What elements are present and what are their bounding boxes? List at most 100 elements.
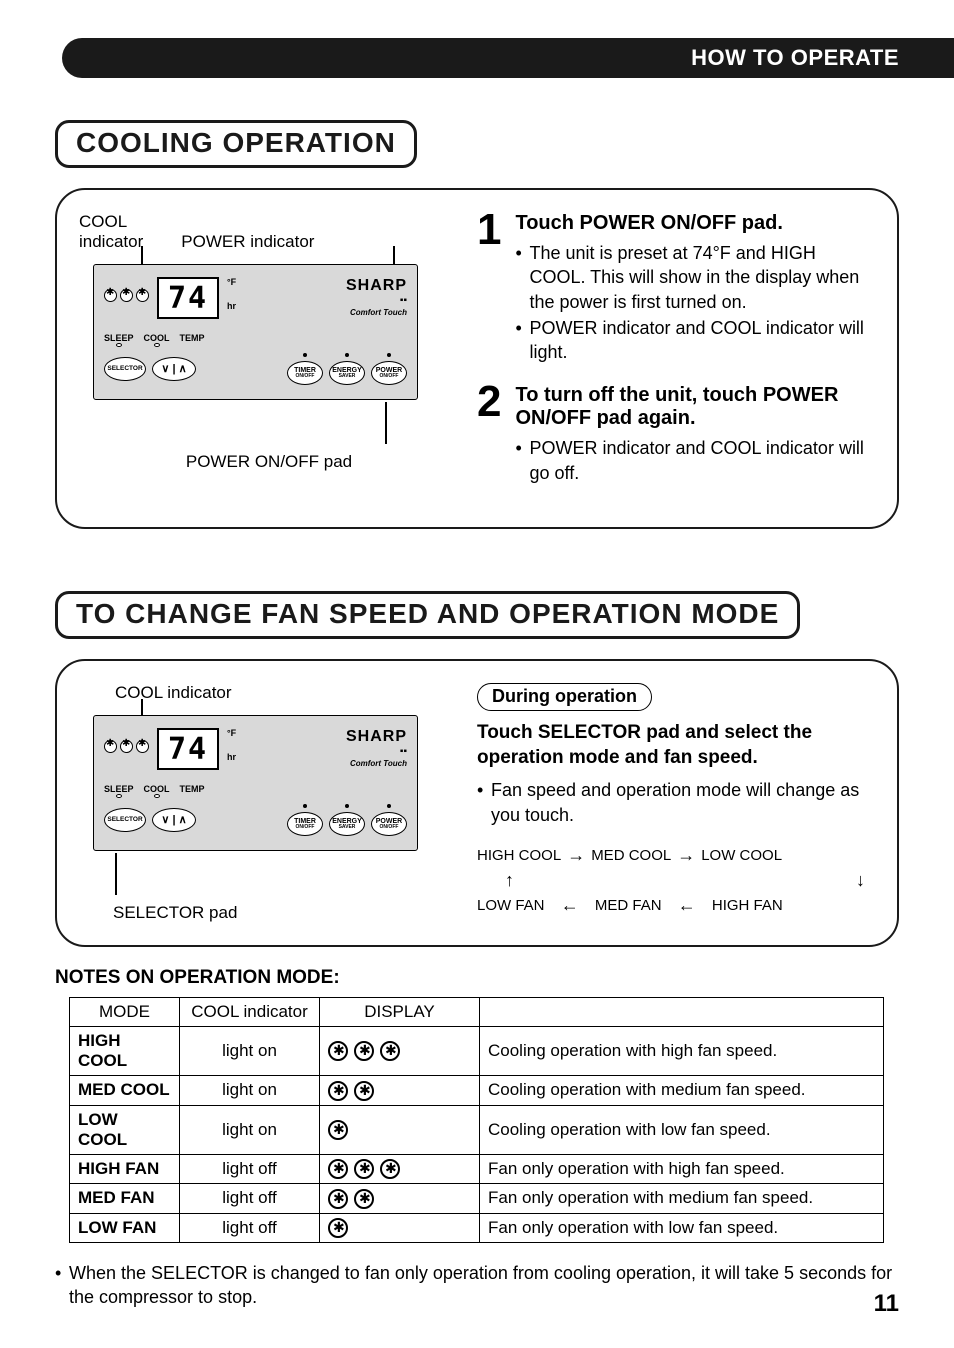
arrow-right-icon: →: [567, 845, 585, 866]
arrow-right-icon: →: [677, 845, 695, 866]
step-number: 1: [477, 212, 501, 366]
timer-button[interactable]: TIMERON/OFF: [287, 361, 323, 385]
fan-icon: [328, 1218, 348, 1238]
temperature-display: 74: [157, 728, 219, 770]
comfort-touch-label: Comfort Touch: [346, 308, 407, 317]
during-operation-pill: During operation: [477, 683, 652, 711]
updown-button[interactable]: ∨ | ∧: [152, 357, 196, 381]
mode-cycle-diagram: HIGH COOL→ MED COOL→ LOW COOL ↑ ↓ LOW FA…: [477, 845, 875, 916]
temperature-display: 74: [157, 277, 219, 319]
fan-icon: [136, 740, 149, 753]
section2-text: During operation Touch SELECTOR pad and …: [477, 683, 875, 923]
cool-indicator: COOL: [144, 784, 170, 798]
table-header: DISPLAY: [320, 998, 480, 1027]
cycle-mode: HIGH COOL: [477, 847, 561, 864]
table-row: LOW COOLlight on Cooling operation with l…: [70, 1105, 884, 1154]
selector-instruction: Touch SELECTOR pad and select the operat…: [477, 721, 875, 770]
mode-cell: LOW FAN: [70, 1213, 180, 1243]
table-header: MODE: [70, 998, 180, 1027]
cycle-mode: MED COOL: [591, 847, 671, 864]
unit-f: °F: [227, 728, 236, 738]
header-bar: HOW TO OPERATE: [62, 38, 954, 78]
fan-icon: [136, 289, 149, 302]
cool-cell: light on: [180, 1027, 320, 1076]
comfort-touch-label: Comfort Touch: [346, 759, 407, 768]
arrow-down-icon: ↓: [856, 870, 865, 891]
cool-indicator: COOL: [144, 333, 170, 347]
cool-cell: light on: [180, 1105, 320, 1154]
mode-table: MODE COOL indicator DISPLAY HIGH COOLlig…: [69, 997, 884, 1243]
arrow-up-icon: ↑: [505, 870, 514, 891]
fan-icon: [120, 740, 133, 753]
desc-cell: Fan only operation with low fan speed.: [480, 1213, 884, 1243]
fan-icon: [120, 289, 133, 302]
table-header: [480, 998, 884, 1027]
mode-cell: HIGH FAN: [70, 1154, 180, 1184]
section1-title: COOLING OPERATION: [76, 127, 396, 158]
fan-icon: [104, 740, 117, 753]
temp-indicator: TEMP: [180, 784, 205, 798]
cycle-mode: MED FAN: [595, 897, 662, 914]
step-2: 2 To turn off the unit, touch POWER ON/O…: [477, 384, 875, 487]
sleep-indicator: SLEEP: [104, 333, 134, 347]
step-number: 2: [477, 384, 501, 487]
selector-button[interactable]: SELECTOR: [104, 357, 146, 381]
power-button[interactable]: POWERON/OFF: [371, 812, 407, 836]
display-cell: [320, 1027, 480, 1076]
step-title: Touch POWER ON/OFF pad.: [515, 212, 875, 235]
display-cell: [320, 1105, 480, 1154]
table-row: LOW FANlight off Fan only operation with …: [70, 1213, 884, 1243]
display-cell: [320, 1213, 480, 1243]
power-button[interactable]: POWERON/OFF: [371, 361, 407, 385]
arrow-left-icon: ←: [678, 895, 696, 916]
section1-panel: COOL indicator POWER indicator 74: [55, 188, 899, 529]
step-1: 1 Touch POWER ON/OFF pad. The unit is pr…: [477, 212, 875, 366]
fan-icon: [354, 1081, 374, 1101]
cool-cell: light on: [180, 1076, 320, 1106]
brand-label: SHARP: [346, 277, 407, 295]
desc-cell: Cooling operation with low fan speed.: [480, 1105, 884, 1154]
fan-icons: [104, 740, 149, 753]
display-cell: [320, 1076, 480, 1106]
ac-control-panel-2: 74 °F hr SHARP ▪▪ Comfort Touch: [93, 715, 418, 851]
cool-indicator-label-2: COOL indicator: [115, 683, 232, 703]
header-title: HOW TO OPERATE: [691, 45, 899, 71]
mode-cell: LOW COOL: [70, 1105, 180, 1154]
power-pad-callout: POWER ON/OFF pad: [79, 452, 459, 472]
cycle-mode: HIGH FAN: [712, 897, 783, 914]
display-cell: [320, 1154, 480, 1184]
updown-button[interactable]: ∨ | ∧: [152, 808, 196, 832]
fan-icon: [354, 1189, 374, 1209]
cool-indicator-label: COOL indicator: [79, 212, 143, 252]
fan-icon: [354, 1159, 374, 1179]
table-header: COOL indicator: [180, 998, 320, 1027]
ac-control-panel: 74 °F hr SHARP ▪▪ Comfort Touch SLEEP: [93, 264, 418, 400]
desc-cell: Fan only operation with medium fan speed…: [480, 1184, 884, 1214]
step-bullet: POWER indicator and COOL indicator will …: [515, 316, 875, 365]
desc-cell: Fan only operation with high fan speed.: [480, 1154, 884, 1184]
mode-cell: HIGH COOL: [70, 1027, 180, 1076]
section2-diagram: COOL indicator 74 °F: [79, 683, 459, 923]
fan-icon: [328, 1041, 348, 1061]
fan-icon: [328, 1189, 348, 1209]
selector-button[interactable]: SELECTOR: [104, 808, 146, 832]
page-content: COOLING OPERATION COOL indicator POWER i…: [55, 120, 899, 1310]
unit-f: °F: [227, 277, 236, 287]
mode-cell: MED COOL: [70, 1076, 180, 1106]
fan-icons: [104, 289, 149, 302]
desc-cell: Cooling operation with medium fan speed.: [480, 1076, 884, 1106]
energy-button[interactable]: ENERGYSAVER: [329, 361, 365, 385]
energy-button[interactable]: ENERGYSAVER: [329, 812, 365, 836]
desc-cell: Cooling operation with high fan speed.: [480, 1027, 884, 1076]
table-row: HIGH FANlight offFan only operation with…: [70, 1154, 884, 1184]
display-cell: [320, 1184, 480, 1214]
temp-indicator: TEMP: [180, 333, 205, 347]
timer-button[interactable]: TIMERON/OFF: [287, 812, 323, 836]
section2-panel: COOL indicator 74 °F: [55, 659, 899, 947]
arrow-left-icon: ←: [561, 895, 579, 916]
notes-heading: NOTES ON OPERATION MODE:: [55, 967, 899, 989]
fan-icon: [328, 1081, 348, 1101]
table-row: MED FANlight offFan only operation with …: [70, 1184, 884, 1214]
section1-steps: 1 Touch POWER ON/OFF pad. The unit is pr…: [477, 212, 875, 505]
cool-cell: light off: [180, 1213, 320, 1243]
